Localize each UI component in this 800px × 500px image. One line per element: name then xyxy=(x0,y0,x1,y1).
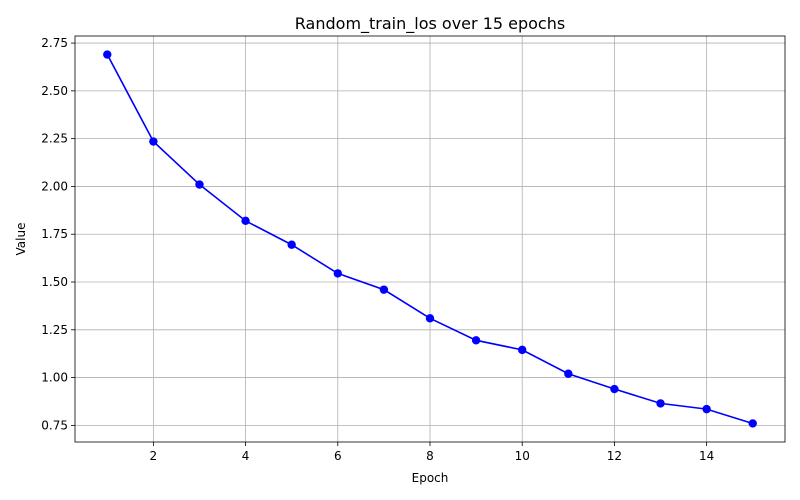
x-tick-label: 6 xyxy=(334,449,342,463)
x-tick-label: 12 xyxy=(607,449,622,463)
axis-ticks: 2 4 6 8 10 12 14 0.75 1.00 1.25 1.50 1.75 2.00 2.25 2.… xyxy=(41,36,714,463)
x-tick-label: 10 xyxy=(515,449,530,463)
grid xyxy=(75,36,785,442)
data-point xyxy=(702,404,711,414)
y-tick-label: 2.25 xyxy=(41,132,68,146)
x-tick-label: 8 xyxy=(426,449,434,463)
data-point xyxy=(471,336,481,345)
x-tick-label: 2 xyxy=(150,449,158,463)
data-point xyxy=(103,50,112,59)
x-axis-label: Epoch xyxy=(412,471,449,485)
data-point xyxy=(656,399,665,408)
data-point xyxy=(149,137,158,146)
x-tick-label: 14 xyxy=(699,449,714,463)
series-layer xyxy=(103,50,757,428)
x-tick-label: 4 xyxy=(242,449,250,463)
y-axis-label: Value xyxy=(14,223,28,256)
y-tick-label: 0.75 xyxy=(41,418,68,432)
data-point xyxy=(425,314,435,323)
data-point xyxy=(610,384,619,394)
data-point xyxy=(287,240,296,249)
chart-title: Random_train_los over 15 epochs xyxy=(295,14,565,34)
y-tick-label: 1.00 xyxy=(41,371,68,385)
data-point xyxy=(379,285,389,294)
plot-frame xyxy=(74,35,786,443)
y-tick-label: 1.75 xyxy=(41,227,68,241)
y-tick-label: 2.75 xyxy=(41,36,68,50)
y-tick-label: 1.25 xyxy=(41,323,68,337)
data-point xyxy=(333,269,342,278)
data-point xyxy=(195,180,204,189)
y-tick-label: 1.50 xyxy=(41,275,68,289)
data-point xyxy=(748,419,757,428)
data-point xyxy=(564,369,573,378)
y-tick-label: 2.50 xyxy=(41,84,68,98)
data-point xyxy=(518,345,527,355)
y-tick-label: 2.00 xyxy=(41,179,68,193)
data-point xyxy=(241,216,250,226)
